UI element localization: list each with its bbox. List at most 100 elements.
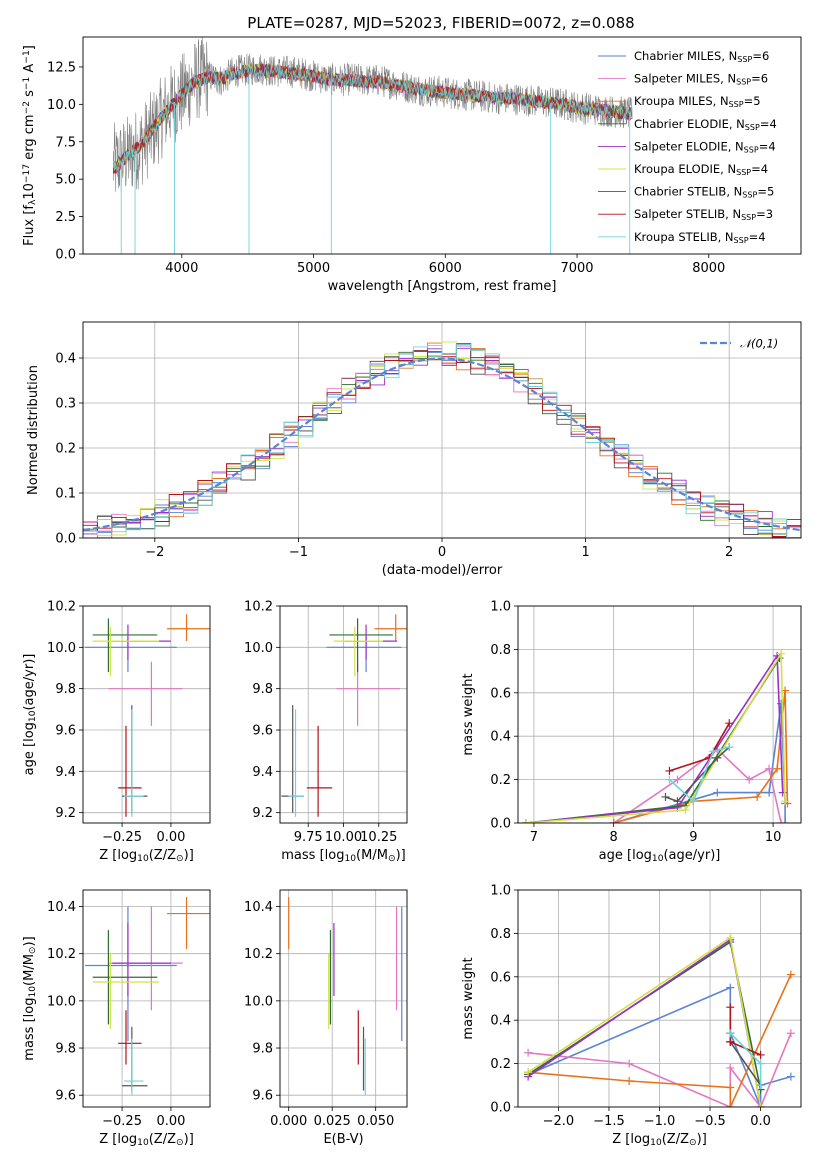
errorbar-point (92, 953, 160, 1030)
x-tick-label: 8 (610, 830, 618, 845)
marker (681, 805, 690, 814)
y-tick-label: 1.0 (490, 884, 511, 899)
age-vs-mass-xlabel: mass [log10​(M/M⊙​)] (281, 848, 405, 864)
marker (773, 764, 782, 773)
marker (786, 1072, 795, 1081)
mass-weight-series-8 (726, 1029, 765, 1090)
mass-weight-vs-age-ylabel: mass weight (461, 673, 476, 755)
errorbar-point (112, 624, 171, 660)
legend-entry: Salpeter MILES, NSSP​=6 (634, 72, 768, 87)
marker (781, 797, 790, 806)
mass-weight-vs-Z-xlabel: Z [log10​(Z/Z⊙​)] (612, 1132, 707, 1148)
x-tick-label: 9.75 (294, 830, 323, 845)
errorbar-point (326, 637, 402, 673)
x-tick-label: −2 (145, 545, 164, 560)
errorbar-point (92, 626, 160, 677)
errorbar-point (124, 709, 144, 817)
y-tick-label: 10.2 (47, 947, 76, 962)
x-tick-label: 10 (765, 830, 782, 845)
age-vs-Z-ylabel: age [log10​(age/yr)] (22, 654, 38, 776)
marker (786, 1029, 795, 1038)
x-tick-label: 0.025 (314, 1114, 351, 1129)
marker (625, 1076, 634, 1085)
mass-vs-Z-plot-area (83, 890, 210, 1107)
mass-vs-EBV-xlabel: E(B-V) (323, 1132, 363, 1147)
y-tick-label: 9.8 (55, 682, 76, 697)
y-tick-label: 5.0 (55, 173, 76, 188)
legend-entry: Kroupa MILES, NSSP​=5 (634, 94, 761, 109)
y-tick-label: 9.6 (55, 1089, 76, 1104)
errorbar-point (108, 661, 183, 726)
marker (524, 1048, 533, 1057)
mass-weight-vs-age-panel: 7 8 9 10 0.0 0.2 0.4 0.6 0.8 1.0 age [log10​(age/y… (461, 600, 802, 864)
errorbar-point (333, 626, 384, 677)
mass-weight-vs-age-plot-area (518, 606, 801, 823)
y-tick-label: 0.0 (55, 532, 76, 547)
marker (726, 1103, 735, 1107)
spectrum-panel: 4000 5000 6000 7000 8000 0.0 2.5 5.0 7.5 10.0 12.5… (22, 36, 802, 294)
legend-entry: Chabrier STELIB, NSSP​=5 (634, 185, 774, 200)
marker (777, 649, 786, 658)
errorbar-point (306, 725, 333, 817)
legend-entry: Chabrier ELODIE, NSSP​=4 (634, 117, 777, 132)
mass-weight-series-4 (524, 935, 765, 1107)
y-tick-label: 10.4 (47, 900, 76, 915)
residuals-ylabel: Normed distribution (26, 365, 41, 495)
errorbar-point (344, 624, 398, 660)
y-tick-label: 9.8 (55, 1042, 76, 1057)
marker (725, 719, 734, 728)
marker (713, 753, 722, 762)
y-tick-label: 0.0 (490, 1101, 511, 1116)
mass-vs-EBV-panel: 0.000 0.025 0.050 9.6 9.8 10.0 10.2 10.4 E(B-V) (244, 889, 408, 1147)
legend-entry: Salpeter ELODIE, NSSP​=4 (634, 139, 776, 154)
errorbar-point (329, 618, 393, 673)
marker (756, 1059, 765, 1068)
marker (726, 1029, 735, 1038)
y-tick-label: 10.2 (244, 947, 273, 962)
mass-vs-Z-xlabel: Z [log10​(Z/Z⊙​)] (99, 1132, 194, 1148)
y-tick-label: 0.8 (490, 927, 511, 942)
errorbar-point (374, 614, 407, 642)
mass-weight-series-2 (609, 686, 792, 823)
y-tick-label: 10.0 (244, 641, 273, 656)
marker (726, 1083, 735, 1092)
marker (661, 792, 670, 801)
errorbar-point (108, 906, 183, 1011)
y-tick-label: 0.6 (490, 686, 511, 701)
marker (713, 788, 722, 797)
marker (756, 1103, 765, 1107)
x-tick-label: −0.25 (102, 830, 142, 845)
residuals-plot-area (83, 322, 801, 538)
observed-spectrum (113, 37, 633, 194)
y-tick-label: 0.8 (490, 643, 511, 658)
marker (745, 775, 754, 784)
marker (753, 792, 762, 801)
errorbar-point (124, 1038, 144, 1096)
mass-weight-series-8 (665, 743, 734, 806)
legend-entry: Chabrier MILES, NSSP​=6 (634, 49, 769, 64)
y-tick-label: 0.0 (55, 248, 76, 263)
x-tick-label: 5000 (297, 261, 330, 276)
mass-weight-series-3 (521, 654, 784, 823)
marker (725, 743, 734, 752)
marker (726, 1063, 735, 1072)
errorbar-point (118, 1010, 142, 1065)
y-tick-label: 9.8 (252, 682, 273, 697)
y-tick-label: 0.6 (490, 970, 511, 985)
y-tick-label: 10.0 (47, 641, 76, 656)
errorbar-point (118, 725, 142, 817)
y-tick-label: 10.0 (47, 98, 76, 113)
spectrum-plot-area (112, 37, 633, 254)
y-tick-label: 9.2 (252, 806, 273, 821)
mass-vs-Z-ylabel: mass [log10​(M/M⊙​)] (22, 936, 38, 1060)
mass-weight-series-7 (665, 719, 734, 775)
marker (765, 764, 774, 773)
mass-weight-series-5 (524, 933, 765, 1107)
x-tick-label: 2 (725, 545, 733, 560)
y-tick-label: 0.2 (490, 773, 511, 788)
spectrum-xlabel: wavelength [Angstrom, rest frame] (328, 279, 557, 294)
errorbar-point (167, 614, 210, 642)
x-tick-label: −0.5 (694, 1114, 726, 1129)
age-vs-Z-panel: −0.25 0.00 9.2 9.4 9.6 9.8 10.0 10.2 Z [log10​(Z… (22, 600, 211, 864)
